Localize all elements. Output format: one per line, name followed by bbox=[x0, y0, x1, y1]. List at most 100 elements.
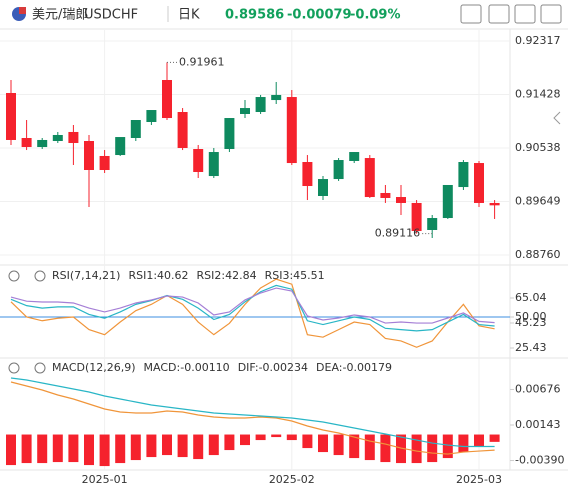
histogram-bar bbox=[99, 434, 110, 467]
histogram-bar bbox=[474, 434, 484, 447]
y-tick-label: 50.00 bbox=[515, 310, 547, 323]
tool-button[interactable] bbox=[488, 4, 510, 24]
histogram-bar bbox=[364, 434, 375, 461]
histogram-bar bbox=[208, 434, 219, 456]
histogram-bar bbox=[193, 434, 204, 460]
pair-name: 美元/瑞郎 bbox=[32, 8, 88, 23]
y-tick-label: 0.89649 bbox=[515, 195, 561, 208]
indicator-title: RSI(7,14,21) bbox=[52, 269, 120, 282]
price: 0.89586 bbox=[225, 8, 284, 23]
candle-body bbox=[380, 192, 391, 198]
legend-entry: DEA:-0.00179 bbox=[316, 361, 392, 374]
histogram-bar bbox=[349, 434, 360, 459]
legend-entry: MACD:-0.00110 bbox=[144, 361, 230, 374]
candle-body bbox=[442, 184, 453, 219]
candle-body bbox=[99, 155, 110, 171]
series-line bbox=[10, 287, 495, 324]
candle-body bbox=[427, 218, 438, 230]
histogram-bar bbox=[458, 434, 469, 453]
candle-body bbox=[21, 137, 32, 148]
histogram-bar bbox=[37, 434, 48, 464]
histogram-bar bbox=[52, 434, 63, 463]
y-tick-label: 25.43 bbox=[515, 341, 547, 354]
y-tick-label: 45.23 bbox=[515, 316, 547, 329]
x-tick-label: 2025-01 bbox=[82, 473, 128, 486]
histogram-bar bbox=[224, 434, 235, 451]
candle-body bbox=[130, 120, 141, 138]
tool-button[interactable] bbox=[460, 4, 482, 24]
legend-entry: RSI1:40.62 bbox=[128, 269, 188, 282]
candle-body bbox=[255, 97, 266, 113]
tool-button[interactable] bbox=[540, 4, 562, 24]
candle-body bbox=[224, 118, 235, 150]
header: 美元/瑞郎 USDCHF 日K 0.89586 -0.00079 -0.09% bbox=[12, 4, 562, 24]
histogram-bar bbox=[286, 434, 297, 441]
y-tick-label: 0.90538 bbox=[515, 141, 561, 154]
candle-body bbox=[37, 139, 48, 148]
histogram-bar bbox=[6, 434, 16, 466]
eye-icon[interactable] bbox=[8, 270, 20, 282]
y-tick-label: -0.00390 bbox=[515, 454, 564, 467]
candle-body bbox=[302, 162, 313, 187]
candle-body bbox=[349, 152, 360, 161]
y-tick-label: 0.00143 bbox=[515, 418, 561, 431]
candle-body bbox=[84, 141, 94, 171]
candle-body bbox=[396, 197, 406, 203]
histogram-bar bbox=[68, 434, 79, 463]
settings-icon[interactable] bbox=[34, 270, 46, 282]
histogram-bar bbox=[302, 434, 313, 449]
candle-body bbox=[146, 110, 157, 122]
flag-icon bbox=[19, 7, 26, 14]
x-tick-label: 2025-02 bbox=[269, 473, 315, 486]
candle-body bbox=[240, 108, 250, 114]
histogram-bar bbox=[489, 434, 500, 442]
histogram-bar bbox=[396, 434, 406, 464]
settings-icon[interactable] bbox=[34, 362, 46, 374]
candle-body bbox=[52, 134, 63, 142]
y-tick-label: 0.00676 bbox=[515, 382, 561, 395]
histogram-bar bbox=[146, 434, 157, 458]
candle-body bbox=[318, 179, 328, 196]
candle-body bbox=[411, 202, 422, 232]
tool-button[interactable] bbox=[514, 4, 536, 24]
indicator-title: MACD(12,26,9) bbox=[52, 361, 136, 374]
eye-icon[interactable] bbox=[8, 362, 20, 374]
histogram-bar bbox=[442, 434, 453, 459]
histogram-bar bbox=[333, 434, 344, 456]
y-tick-label: 65.04 bbox=[515, 291, 547, 304]
candle-body bbox=[489, 202, 500, 206]
series-line bbox=[10, 381, 495, 455]
histogram-bar bbox=[84, 434, 94, 466]
change: -0.00079 bbox=[287, 8, 352, 23]
period[interactable]: 日K bbox=[178, 8, 200, 23]
annotation: 0.89116 bbox=[375, 227, 421, 240]
histogram-bar bbox=[162, 434, 172, 456]
histogram-bar bbox=[427, 434, 438, 463]
histogram-bar bbox=[21, 434, 32, 464]
histogram-bar bbox=[411, 434, 422, 464]
candle-body bbox=[364, 158, 375, 198]
candle-body bbox=[177, 112, 188, 148]
candle-body bbox=[115, 137, 126, 156]
y-tick-label: 0.92317 bbox=[515, 34, 561, 47]
y-tick-label: 0.88760 bbox=[515, 248, 561, 261]
candle-body bbox=[333, 160, 344, 180]
x-tick-label: 2025-03 bbox=[456, 473, 502, 486]
collapse-icon[interactable] bbox=[553, 111, 561, 125]
histogram-bar bbox=[130, 434, 141, 461]
legend-entry: DIF:-0.00234 bbox=[238, 361, 308, 374]
candle-body bbox=[208, 152, 219, 177]
candle-body bbox=[286, 97, 297, 164]
candle-body bbox=[458, 162, 469, 188]
histogram-bar bbox=[255, 434, 266, 441]
legend-entry: RSI2:42.84 bbox=[197, 269, 257, 282]
legend-entry: RSI3:45.51 bbox=[265, 269, 325, 282]
candle-body bbox=[162, 79, 172, 119]
symbol: USDCHF bbox=[84, 8, 138, 23]
candle-body bbox=[271, 94, 282, 101]
candle-body bbox=[193, 149, 204, 172]
histogram-bar bbox=[271, 434, 282, 438]
candle-body bbox=[6, 92, 16, 140]
